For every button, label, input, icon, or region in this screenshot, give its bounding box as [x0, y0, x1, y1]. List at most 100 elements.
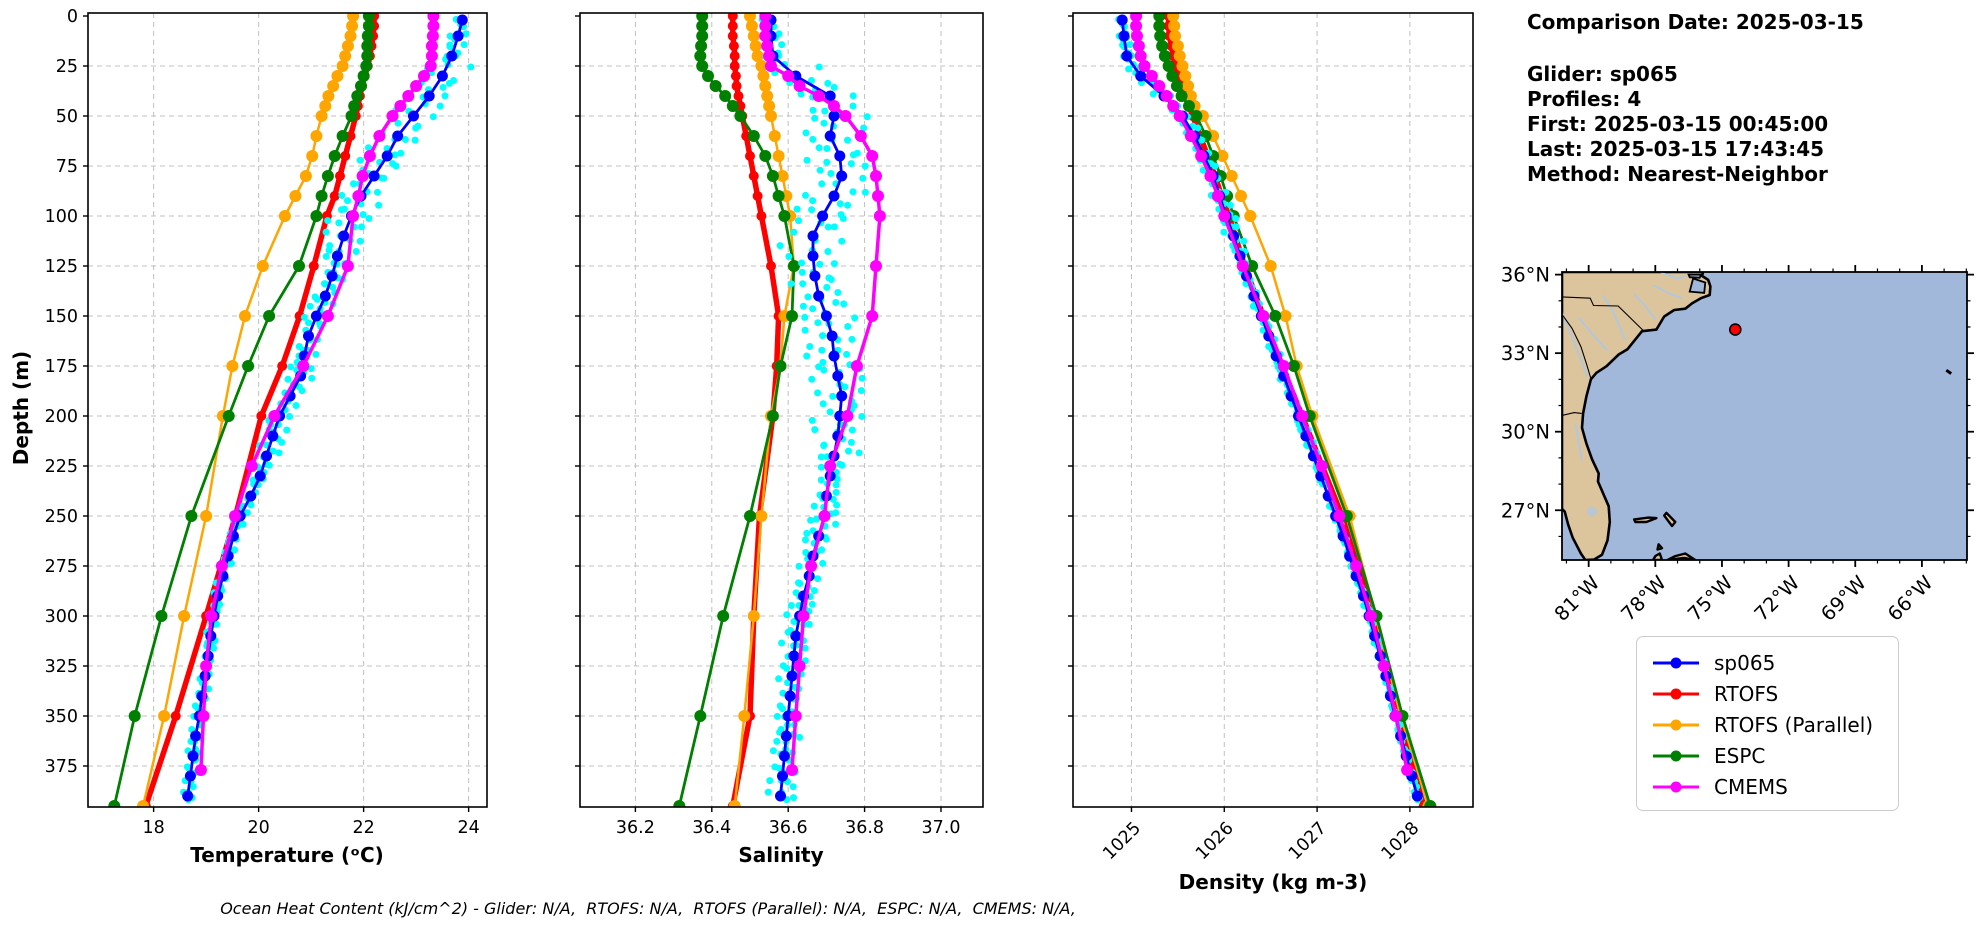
- svg-text:22: 22: [352, 818, 374, 838]
- svg-text:100: 100: [45, 207, 78, 227]
- svg-text:66°W: 66°W: [1883, 571, 1937, 625]
- svg-text:250: 250: [45, 507, 78, 527]
- svg-text:175: 175: [45, 357, 78, 377]
- legend-line-sample: [1653, 781, 1699, 792]
- svg-text:275: 275: [45, 557, 78, 577]
- map-river: [1602, 295, 1627, 341]
- density-axis-title: Density (kg m-3): [1178, 870, 1368, 894]
- map-island: [1666, 552, 1697, 560]
- series-espc-temperature: [108, 13, 375, 807]
- salinity-axis-title: Salinity: [738, 843, 824, 867]
- svg-text:75: 75: [56, 157, 78, 177]
- svg-text:69°W: 69°W: [1816, 571, 1870, 625]
- svg-text:0: 0: [67, 7, 78, 27]
- map-state-border: [1562, 314, 1592, 379]
- map-lake: [1586, 506, 1597, 517]
- svg-text:1027: 1027: [1285, 818, 1331, 864]
- svg-text:36.6: 36.6: [769, 818, 808, 838]
- legend-label: sp065: [1714, 650, 1776, 675]
- map-island: [1656, 543, 1664, 551]
- map-ticks: [1555, 265, 1974, 567]
- salinity-x-ticks: 36.2 36.4 36.6 36.8 37.0: [616, 807, 960, 838]
- legend-label: ESPC: [1714, 743, 1766, 768]
- svg-text:36.8: 36.8: [845, 818, 884, 838]
- density-plot: 1025 1026 1027 1028: [1068, 12, 1474, 864]
- comparison-info-panel: Comparison Date: 2025-03-15 Glider: sp06…: [1527, 10, 1864, 187]
- map-sound: [1687, 273, 1703, 279]
- ocean-heat-content-annotation: Ocean Heat Content (kJ/cm^2) - Glider: N…: [220, 899, 1076, 918]
- svg-text:78°W: 78°W: [1616, 571, 1670, 625]
- legend-item-cmems: CMEMS: [1637, 771, 1898, 802]
- svg-text:375: 375: [45, 757, 78, 777]
- glider-location-marker: [1728, 323, 1742, 336]
- legend-line-sample: [1653, 719, 1699, 730]
- svg-text:36.4: 36.4: [692, 818, 731, 838]
- svg-text:300: 300: [45, 607, 78, 627]
- svg-text:225: 225: [45, 457, 78, 477]
- svg-text:36°N: 36°N: [1501, 264, 1550, 287]
- salinity-plot-frame: [579, 12, 984, 808]
- map-island: [1632, 516, 1658, 524]
- salinity-gridlines: [580, 13, 983, 807]
- legend-line-sample: [1653, 657, 1699, 668]
- svg-text:1025: 1025: [1099, 818, 1145, 864]
- depth-tick-labels: 0 25 50 75 100 125 150 175 200 225 250 275 300 325 350…: [45, 7, 78, 777]
- legend-item-rtofs-parallel-: RTOFS (Parallel): [1637, 709, 1898, 740]
- legend-label: CMEMS: [1714, 774, 1788, 799]
- svg-text:81°W: 81°W: [1550, 571, 1604, 625]
- series-cmems-salinity: [759, 13, 886, 776]
- temperature-axis-title: Temperature (ᵒC): [190, 843, 384, 867]
- legend-label: RTOFS: [1714, 681, 1779, 706]
- temperature-plot-frame: [87, 12, 488, 808]
- temperature-x-ticks: 18 20 22 24: [142, 807, 480, 838]
- map-river: [1659, 272, 1687, 280]
- series-cmems-density: [1130, 13, 1414, 776]
- legend-item-sp065: sp065: [1637, 647, 1898, 678]
- first-profile-time-text: First: 2025-03-15 00:45:00: [1527, 112, 1829, 136]
- map-river: [1562, 312, 1589, 377]
- svg-text:1026: 1026: [1192, 818, 1238, 864]
- map-state-border: [1562, 412, 1582, 417]
- svg-text:50: 50: [56, 107, 78, 127]
- map-river: [1578, 317, 1609, 352]
- svg-text:27°N: 27°N: [1501, 499, 1550, 522]
- map-river: [1633, 293, 1656, 320]
- depth-axis-title: Depth (m): [9, 350, 33, 466]
- svg-text:25: 25: [56, 57, 78, 77]
- temperature-plot: 18 20 22 24: [83, 12, 488, 838]
- map-bermuda: [1945, 368, 1953, 375]
- map-land: [1562, 272, 1712, 560]
- density-plot-frame: [1072, 12, 1474, 808]
- svg-text:150: 150: [45, 307, 78, 327]
- svg-text:30°N: 30°N: [1501, 421, 1550, 444]
- series-espc-salinity: [673, 13, 800, 807]
- svg-text:72°W: 72°W: [1750, 571, 1804, 625]
- glider-raw-scatter-density: [1115, 15, 1424, 804]
- legend-line-sample: [1653, 750, 1699, 761]
- profiles-count-text: Profiles: 4: [1527, 87, 1642, 111]
- density-gridlines: [1073, 13, 1473, 807]
- svg-text:33°N: 33°N: [1501, 342, 1550, 365]
- map-island: [1662, 511, 1677, 528]
- series-sp065-density: [1116, 14, 1423, 802]
- svg-text:20: 20: [247, 818, 269, 838]
- density-x-ticks: 1025 1026 1027 1028: [1099, 807, 1423, 864]
- svg-text:18: 18: [142, 818, 164, 838]
- legend-item-rtofs: RTOFS: [1637, 678, 1898, 709]
- series-rtofs-parallel--temperature: [137, 13, 360, 807]
- map-river: [1574, 423, 1583, 461]
- svg-text:75°W: 75°W: [1683, 571, 1737, 625]
- last-profile-time-text: Last: 2025-03-15 17:43:45: [1527, 137, 1825, 161]
- glider-name-text: Glider: sp065: [1527, 62, 1678, 86]
- map-island: [1651, 552, 1664, 560]
- map-state-border: [1562, 296, 1644, 331]
- location-map: 36°N 33°N 30°N 27°N 81°W 78°W 75°W 72°W 69°W 66°W: [1501, 264, 1974, 626]
- svg-text:200: 200: [45, 407, 78, 427]
- svg-text:325: 325: [45, 657, 78, 677]
- svg-text:37.0: 37.0: [921, 818, 960, 838]
- legend: sp065 RTOFS RTOFS (Parallel) ESPC CMEMS: [1636, 636, 1899, 811]
- legend-line-sample: [1653, 688, 1699, 699]
- svg-text:24: 24: [457, 818, 479, 838]
